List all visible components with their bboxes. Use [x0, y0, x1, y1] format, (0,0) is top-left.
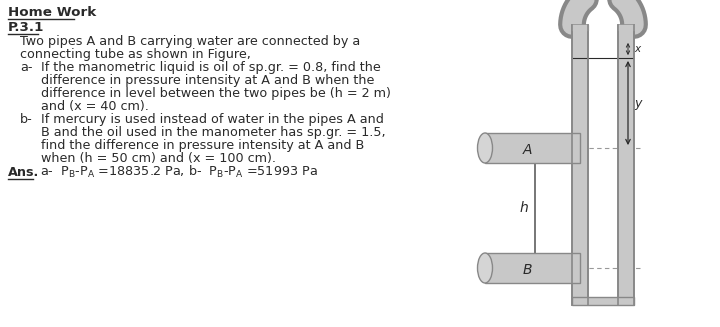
Bar — [618, 25, 634, 305]
Text: find the difference in pressure intensity at A and B: find the difference in pressure intensit… — [41, 139, 364, 152]
Text: y: y — [634, 96, 642, 110]
Text: If mercury is used instead of water in the pipes A and: If mercury is used instead of water in t… — [41, 113, 384, 126]
Bar — [485, 133, 580, 163]
Text: Ans.: Ans. — [8, 166, 40, 179]
Text: b-: b- — [20, 113, 32, 126]
Text: Home Work: Home Work — [8, 6, 96, 19]
Bar — [572, 25, 588, 305]
Text: Two pipes A and B carrying water are connected by a: Two pipes A and B carrying water are con… — [20, 35, 360, 48]
Text: B: B — [523, 263, 533, 277]
Text: a-  $\mathsf{P_B}$-$\mathsf{P_A}$ =18835.2 Pa, b-  $\mathsf{P_B}$-$\mathsf{P_A}$: a- $\mathsf{P_B}$-$\mathsf{P_A}$ =18835.… — [36, 164, 318, 180]
Text: difference in pressure intensity at A and B when the: difference in pressure intensity at A an… — [41, 74, 374, 87]
Bar — [572, 297, 634, 305]
Text: A: A — [523, 143, 533, 157]
Bar — [485, 253, 580, 283]
Text: P.3.1: P.3.1 — [8, 21, 45, 34]
Text: h: h — [519, 201, 528, 215]
Ellipse shape — [477, 133, 492, 163]
Text: x: x — [634, 44, 640, 54]
Ellipse shape — [477, 253, 492, 283]
Text: when (h = 50 cm) and (x = 100 cm).: when (h = 50 cm) and (x = 100 cm). — [41, 152, 276, 165]
Text: and (x = 40 cm).: and (x = 40 cm). — [41, 100, 149, 113]
Text: a-: a- — [20, 61, 32, 74]
Text: difference in level between the two pipes be (h = 2 m): difference in level between the two pipe… — [41, 87, 391, 100]
Text: If the manometric liquid is oil of sp.gr. = 0.8, find the: If the manometric liquid is oil of sp.gr… — [41, 61, 381, 74]
Text: B and the oil used in the manometer has sp.gr. = 1.5,: B and the oil used in the manometer has … — [41, 126, 386, 139]
Text: connecting tube as shown in Figure,: connecting tube as shown in Figure, — [20, 48, 251, 61]
